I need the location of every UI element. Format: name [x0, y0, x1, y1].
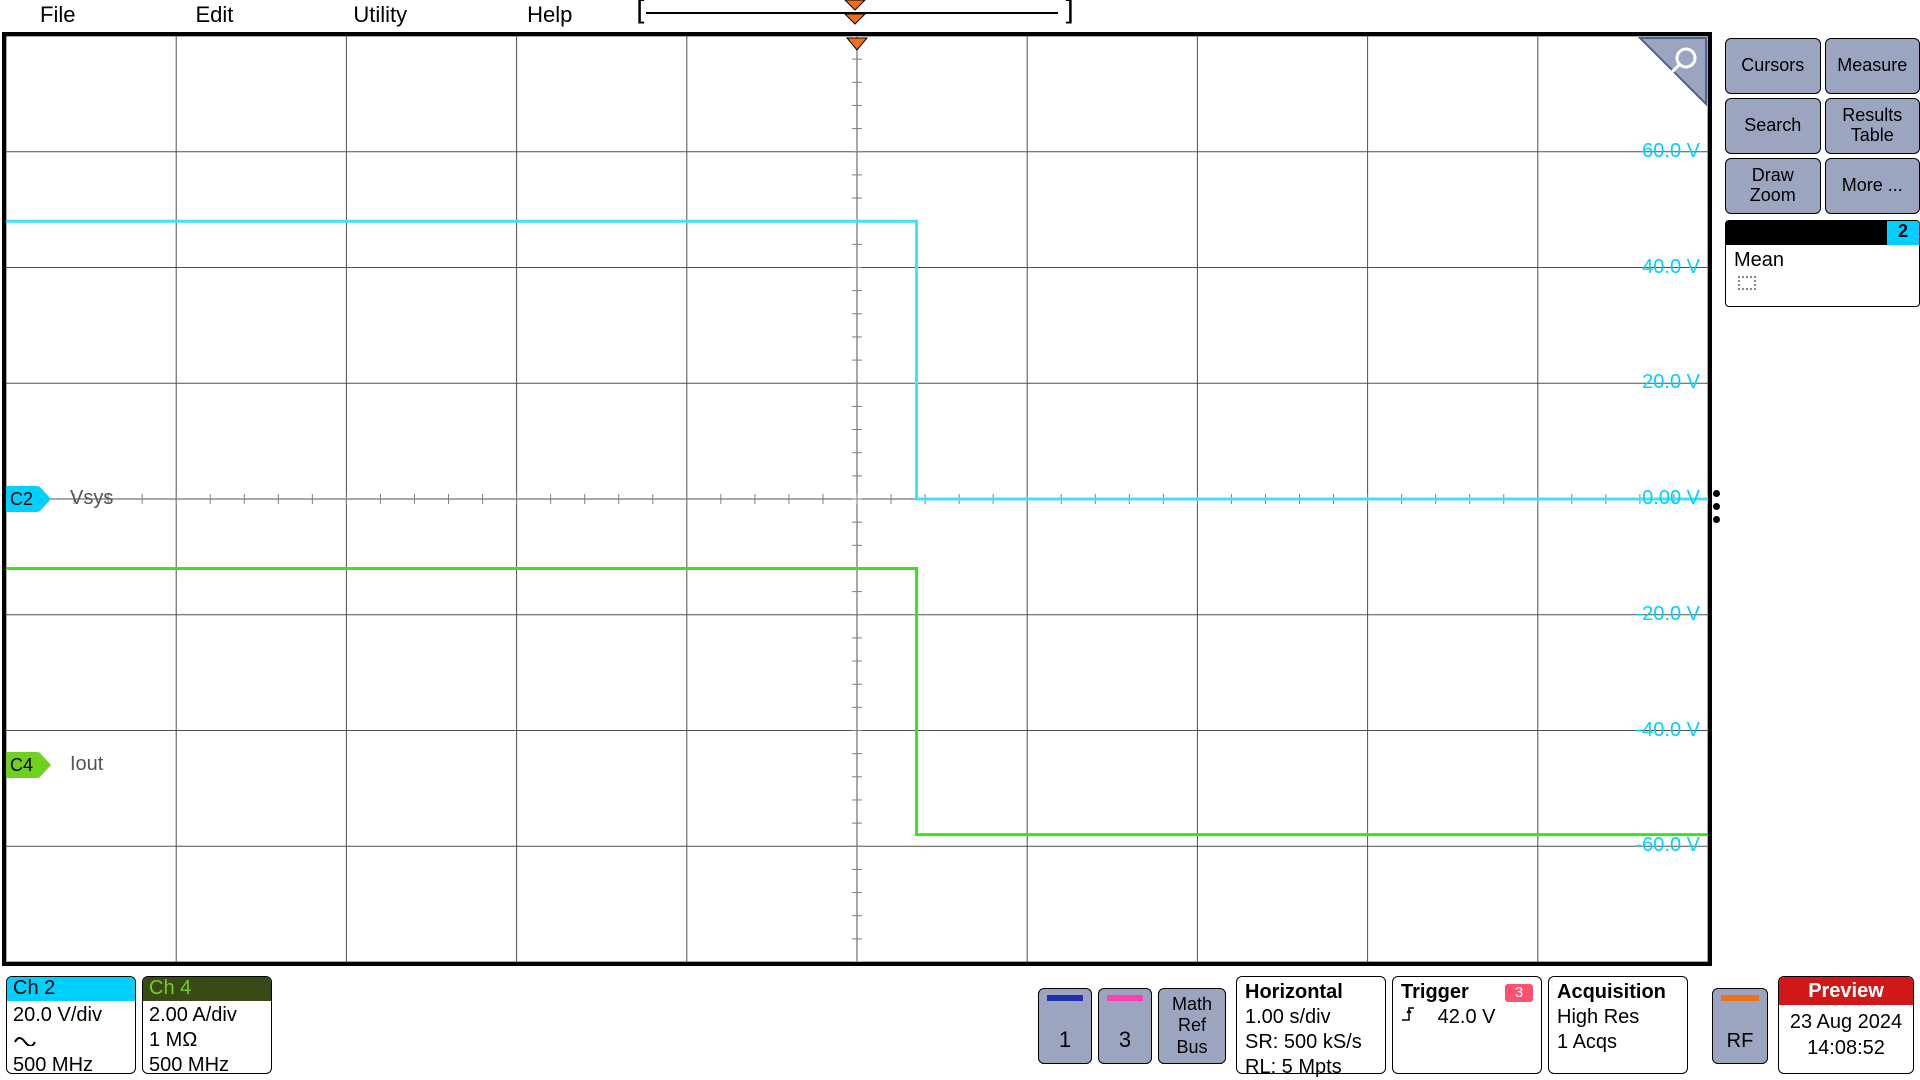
y-axis-label: 20.0 V: [1620, 371, 1700, 394]
trigger-level: 42.0 V: [1438, 1006, 1496, 1028]
horizontal-record-length: RL: 5 Mpts: [1245, 1055, 1377, 1080]
bottom-readout-bar: Ch 2 20.0 V/div 500 MHz Ch 4 2.00 A/div …: [0, 970, 1920, 1080]
acquisition-count: 1 Acqs: [1557, 1030, 1679, 1055]
rising-edge-icon: [1401, 1005, 1421, 1023]
horizontal-title: Horizontal: [1245, 980, 1377, 1005]
run-state-box[interactable]: Preview 23 Aug 2024 14:08:52: [1778, 976, 1914, 1074]
rf-label: RF: [1727, 1030, 1754, 1053]
time-label: 14:08:52: [1785, 1035, 1907, 1061]
measure-button[interactable]: Measure: [1825, 38, 1920, 94]
y-axis-label: -20.0 V: [1620, 603, 1700, 626]
channel-4-tag: C4: [6, 752, 39, 778]
channel-2-tag: C2: [6, 486, 39, 512]
side-panel: Cursors Measure Search ResultsTable Draw…: [1725, 38, 1920, 307]
more-button[interactable]: More ...: [1825, 158, 1920, 214]
rf-button[interactable]: RF: [1712, 988, 1768, 1064]
draw-zoom-button[interactable]: DrawZoom: [1725, 158, 1821, 214]
channel-4-title: Ch 4: [143, 977, 271, 1001]
channel-4-ground-marker[interactable]: C4: [6, 752, 56, 780]
trigger-position-icon[interactable]: [842, 0, 868, 31]
measurement-badge[interactable]: 2 Mean: [1725, 220, 1920, 307]
math-ref-bus-button[interactable]: MathRefBus: [1158, 988, 1226, 1064]
search-button[interactable]: Search: [1725, 98, 1821, 154]
results-table-button[interactable]: ResultsTable: [1825, 98, 1920, 154]
channel-4-badge[interactable]: Ch 4 2.00 A/div 1 MΩ 500 MHz: [142, 976, 272, 1074]
channel-3-color-bar: [1107, 995, 1143, 1001]
trigger-time-marker-icon[interactable]: [844, 36, 870, 52]
channel-4-scale: 2.00 A/div: [149, 1003, 265, 1028]
y-axis-label: 60.0 V: [1620, 140, 1700, 163]
cursors-button[interactable]: Cursors: [1725, 38, 1821, 94]
horizontal-readout[interactable]: Horizontal 1.00 s/div SR: 500 kS/s RL: 5…: [1236, 976, 1386, 1074]
channel-4-impedance: 1 MΩ: [149, 1028, 265, 1053]
channel-4-label: Iout: [70, 753, 103, 776]
acquisition-title: Acquisition: [1557, 980, 1679, 1005]
channel-2-label: Vsys: [70, 487, 113, 510]
channel-1-button[interactable]: 1: [1038, 988, 1092, 1064]
trigger-source-badge: 3: [1505, 984, 1533, 1002]
acquisition-mode: High Res: [1557, 1005, 1679, 1030]
zoom-corner-icon[interactable]: [1638, 36, 1708, 106]
channel-2-scale: 20.0 V/div: [13, 1003, 129, 1028]
horizontal-sample-rate: SR: 500 kS/s: [1245, 1030, 1377, 1055]
dc-coupling-icon: [13, 1028, 129, 1053]
y-axis-label: -40.0 V: [1620, 719, 1700, 742]
rf-color-bar: [1721, 995, 1759, 1001]
channel-3-number: 3: [1119, 1027, 1131, 1053]
channel-1-number: 1: [1059, 1027, 1071, 1053]
measurement-gating-icon: [1738, 276, 1756, 290]
date-label: 23 Aug 2024: [1785, 1009, 1907, 1035]
channel-4-bandwidth: 500 MHz: [149, 1053, 265, 1074]
y-axis-label: 40.0 V: [1620, 256, 1700, 279]
channel-3-button[interactable]: 3: [1098, 988, 1152, 1064]
run-state-label: Preview: [1779, 977, 1913, 1005]
menu-utility[interactable]: Utility: [353, 2, 407, 28]
panel-resize-handle[interactable]: [1713, 490, 1720, 523]
channel-2-ground-marker[interactable]: C2: [6, 486, 56, 514]
measurement-name: Mean: [1734, 249, 1784, 271]
y-axis-label: -60.0 V: [1620, 834, 1700, 857]
menu-help[interactable]: Help: [527, 2, 572, 28]
channel-2-title: Ch 2: [7, 977, 135, 1001]
channel-2-bandwidth: 500 MHz: [13, 1053, 129, 1074]
channel-2-badge[interactable]: Ch 2 20.0 V/div 500 MHz: [6, 976, 136, 1074]
trigger-readout[interactable]: Trigger 3 42.0 V: [1392, 976, 1542, 1074]
trigger-title: Trigger: [1401, 980, 1469, 1005]
measurement-channel-number: 2: [1887, 221, 1919, 245]
horizontal-overview-bar[interactable]: [ ]: [640, 0, 1070, 28]
waveform-display[interactable]: C2 Vsys C4 Iout 60.0 V 40.0 V 20.0 V 0.00 V…: [2, 32, 1712, 966]
menu-edit[interactable]: Edit: [195, 2, 233, 28]
channel-1-color-bar: [1047, 995, 1083, 1001]
horizontal-timebase: 1.00 s/div: [1245, 1005, 1377, 1030]
menu-file[interactable]: File: [40, 2, 75, 28]
y-axis-label: 0.00 V: [1620, 487, 1700, 510]
acquisition-readout[interactable]: Acquisition High Res 1 Acqs: [1548, 976, 1688, 1074]
